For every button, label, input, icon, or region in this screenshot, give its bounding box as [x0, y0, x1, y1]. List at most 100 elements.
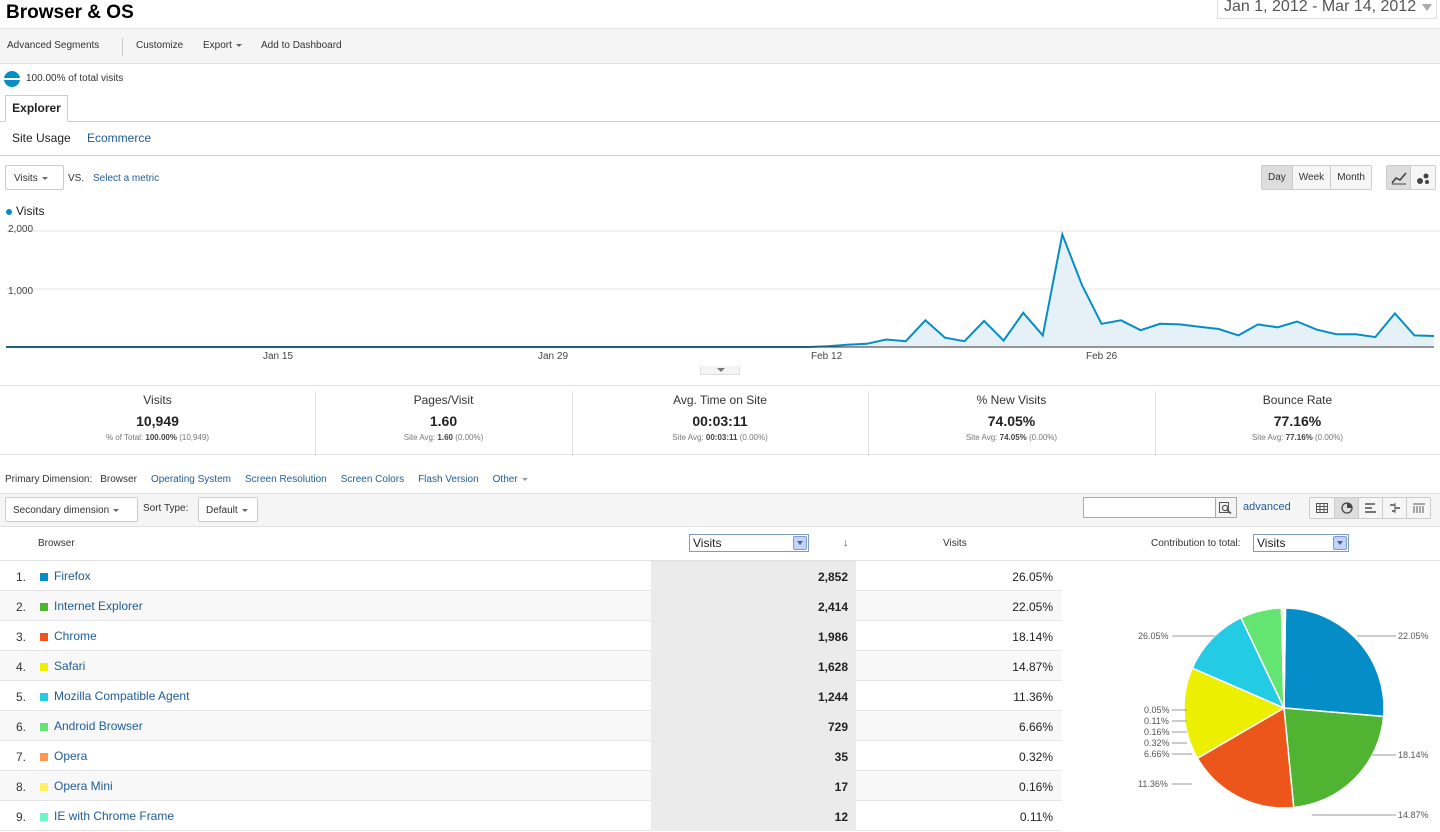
row-index: 7. [16, 750, 27, 764]
pie-view-button[interactable] [1334, 498, 1358, 518]
week-button[interactable]: Week [1291, 166, 1331, 189]
col-browser-header[interactable]: Browser [38, 538, 75, 549]
browser-link[interactable]: Opera Mini [54, 779, 113, 793]
browser-link[interactable]: Mozilla Compatible Agent [54, 689, 190, 703]
line-chart-button[interactable] [1387, 166, 1412, 189]
motion-chart-button[interactable] [1411, 166, 1435, 189]
scorecard[interactable]: Avg. Time on Site 00:03:11 Site Avg: 00:03… [572, 386, 868, 456]
x-tick-label: Feb 26 [1086, 351, 1118, 362]
scorecard-label: Avg. Time on Site [673, 393, 767, 407]
pie-slice[interactable] [1283, 707, 1385, 809]
advanced-segments-button[interactable]: Advanced Segments [7, 40, 100, 51]
visits-cell: 1,628 [651, 651, 856, 681]
scorecard-label: Bounce Rate [1262, 393, 1333, 407]
visits-percent: 6.66% [1018, 720, 1053, 734]
tab-explorer[interactable]: Explorer [5, 95, 68, 122]
visits-value: 729 [827, 720, 848, 734]
table-search-input[interactable] [1083, 497, 1216, 518]
contribution-select[interactable]: Visits [1253, 534, 1349, 552]
dimension-other[interactable]: Other [493, 474, 528, 485]
metric-column-select[interactable]: Visits [689, 534, 809, 552]
scorecard[interactable]: Pages/Visit 1.60 Site Avg: 1.60 (0.00%) [315, 386, 572, 456]
sort-type-label: Sort Type: [143, 503, 189, 514]
secondary-dimension-select[interactable]: Secondary dimension [5, 497, 138, 522]
dimension-flash-version[interactable]: Flash Version [418, 474, 479, 485]
browser-link[interactable]: Firefox [54, 569, 91, 583]
dimension-operating-system[interactable]: Operating System [150, 474, 231, 485]
visits-cell: 17 [651, 771, 856, 801]
select-metric-link[interactable]: Select a metric [93, 173, 160, 184]
pie-label: 11.36% [1138, 779, 1168, 789]
series-swatch [40, 723, 48, 731]
subtab-bar [0, 122, 1440, 156]
scorecard[interactable]: Visits 10,949 % of Total: 100.00% (10,949) [0, 386, 315, 456]
scorecard[interactable]: Bounce Rate 77.16% Site Avg: 77.16% (0.00%… [1155, 386, 1440, 456]
y-tick-label: 1,000 [8, 286, 34, 297]
browser-link[interactable]: Android Browser [54, 719, 143, 733]
day-button[interactable]: Day [1262, 166, 1292, 189]
scorecard-label: % New Visits [976, 393, 1047, 407]
pivot-view-button[interactable] [1406, 498, 1430, 518]
metric-select-label: Visits [14, 173, 38, 184]
col-visits-header[interactable]: Visits [943, 538, 967, 549]
date-range-picker[interactable]: Jan 1, 2012 - Mar 14, 2012 [1217, 0, 1437, 19]
dimension-screen-colors[interactable]: Screen Colors [340, 474, 405, 485]
scorecard-divider [315, 391, 316, 456]
y-tick-label: 2,000 [8, 224, 34, 235]
pie-slice[interactable] [1283, 607, 1287, 709]
table-row: 2. Internet Explorer 2,414 22.05% [0, 591, 1062, 621]
table-view-button[interactable] [1310, 498, 1334, 518]
visits-cell: 729 [651, 711, 856, 741]
scorecard-subtext: Site Avg: 77.16% (0.00%) [1155, 433, 1440, 442]
metric-select[interactable]: Visits [5, 165, 64, 190]
pie-slice[interactable] [1191, 616, 1286, 710]
browser-link[interactable]: Opera [54, 749, 88, 763]
series-swatch [40, 813, 48, 821]
browser-link[interactable]: Chrome [54, 629, 97, 643]
contribution-pie-chart: 26.05% 22.05% 18.14% 14.87% 11.36% 6.66%0.32%… [1138, 607, 1429, 820]
subtab-site-usage[interactable]: Site Usage [12, 131, 71, 145]
visits-value: 1,986 [817, 630, 848, 644]
scorecard-sub-prefix: Site Avg: [965, 433, 998, 442]
browser-link[interactable]: IE with Chrome Frame [54, 809, 175, 823]
scorecard-sub-value: 1.60 [437, 433, 453, 442]
chevron-down-icon [235, 43, 242, 47]
browser-link[interactable]: Internet Explorer [54, 599, 143, 613]
scorecard[interactable]: % New Visits 74.05% Site Avg: 74.05% (0.00… [868, 386, 1155, 456]
pie-slice[interactable] [1283, 607, 1385, 718]
export-label: Export [203, 40, 232, 51]
series-swatch [40, 753, 48, 761]
dimension-screen-resolution[interactable]: Screen Resolution [244, 474, 327, 485]
add-to-dashboard-button[interactable]: Add to Dashboard [261, 40, 342, 51]
visits-percent: 22.05% [1012, 600, 1053, 614]
report-toolbar: Advanced Segments Customize Export Add t… [0, 28, 1440, 64]
export-button[interactable]: Export [203, 40, 242, 51]
browser-link[interactable]: Safari [54, 659, 86, 673]
performance-view-button[interactable] [1358, 498, 1382, 518]
sort-descending-icon[interactable]: ↓ [843, 537, 849, 549]
collapse-chart-handle[interactable] [700, 366, 740, 375]
visits-percent: 0.32% [1018, 750, 1053, 764]
customize-button[interactable]: Customize [136, 40, 184, 51]
primary-dimension-label: Primary Dimension: [5, 474, 93, 485]
scorecard-sub-value: 100.00% [145, 433, 177, 442]
scorecard-sub-suffix: (0.00%) [739, 433, 768, 442]
metric-column-select-value: Visits [693, 536, 722, 550]
grid-icon [1316, 503, 1328, 513]
table-row: 7. Opera 35 0.32% [0, 741, 1062, 771]
segment-indicator-icon[interactable] [4, 71, 20, 87]
table-row: 4. Safari 1,628 14.87% [0, 651, 1062, 681]
pie-label: 0.05% [1144, 705, 1170, 715]
visits-percent: 26.05% [1012, 570, 1053, 584]
scorecard-sub-suffix: (0.00%) [1315, 433, 1344, 442]
sort-type-select[interactable]: Default [198, 497, 258, 522]
search-button[interactable] [1215, 497, 1237, 518]
scorecard-sub-value: 00:03:11 [705, 433, 738, 442]
visits-percent: 11.36% [1013, 690, 1053, 704]
pie-slice[interactable] [1196, 706, 1295, 809]
pie-slice[interactable] [1183, 667, 1286, 760]
month-button[interactable]: Month [1330, 166, 1371, 189]
subtab-ecommerce[interactable]: Ecommerce [87, 131, 152, 145]
advanced-filter-link[interactable]: advanced [1243, 501, 1291, 513]
comparison-view-button[interactable] [1382, 498, 1406, 518]
